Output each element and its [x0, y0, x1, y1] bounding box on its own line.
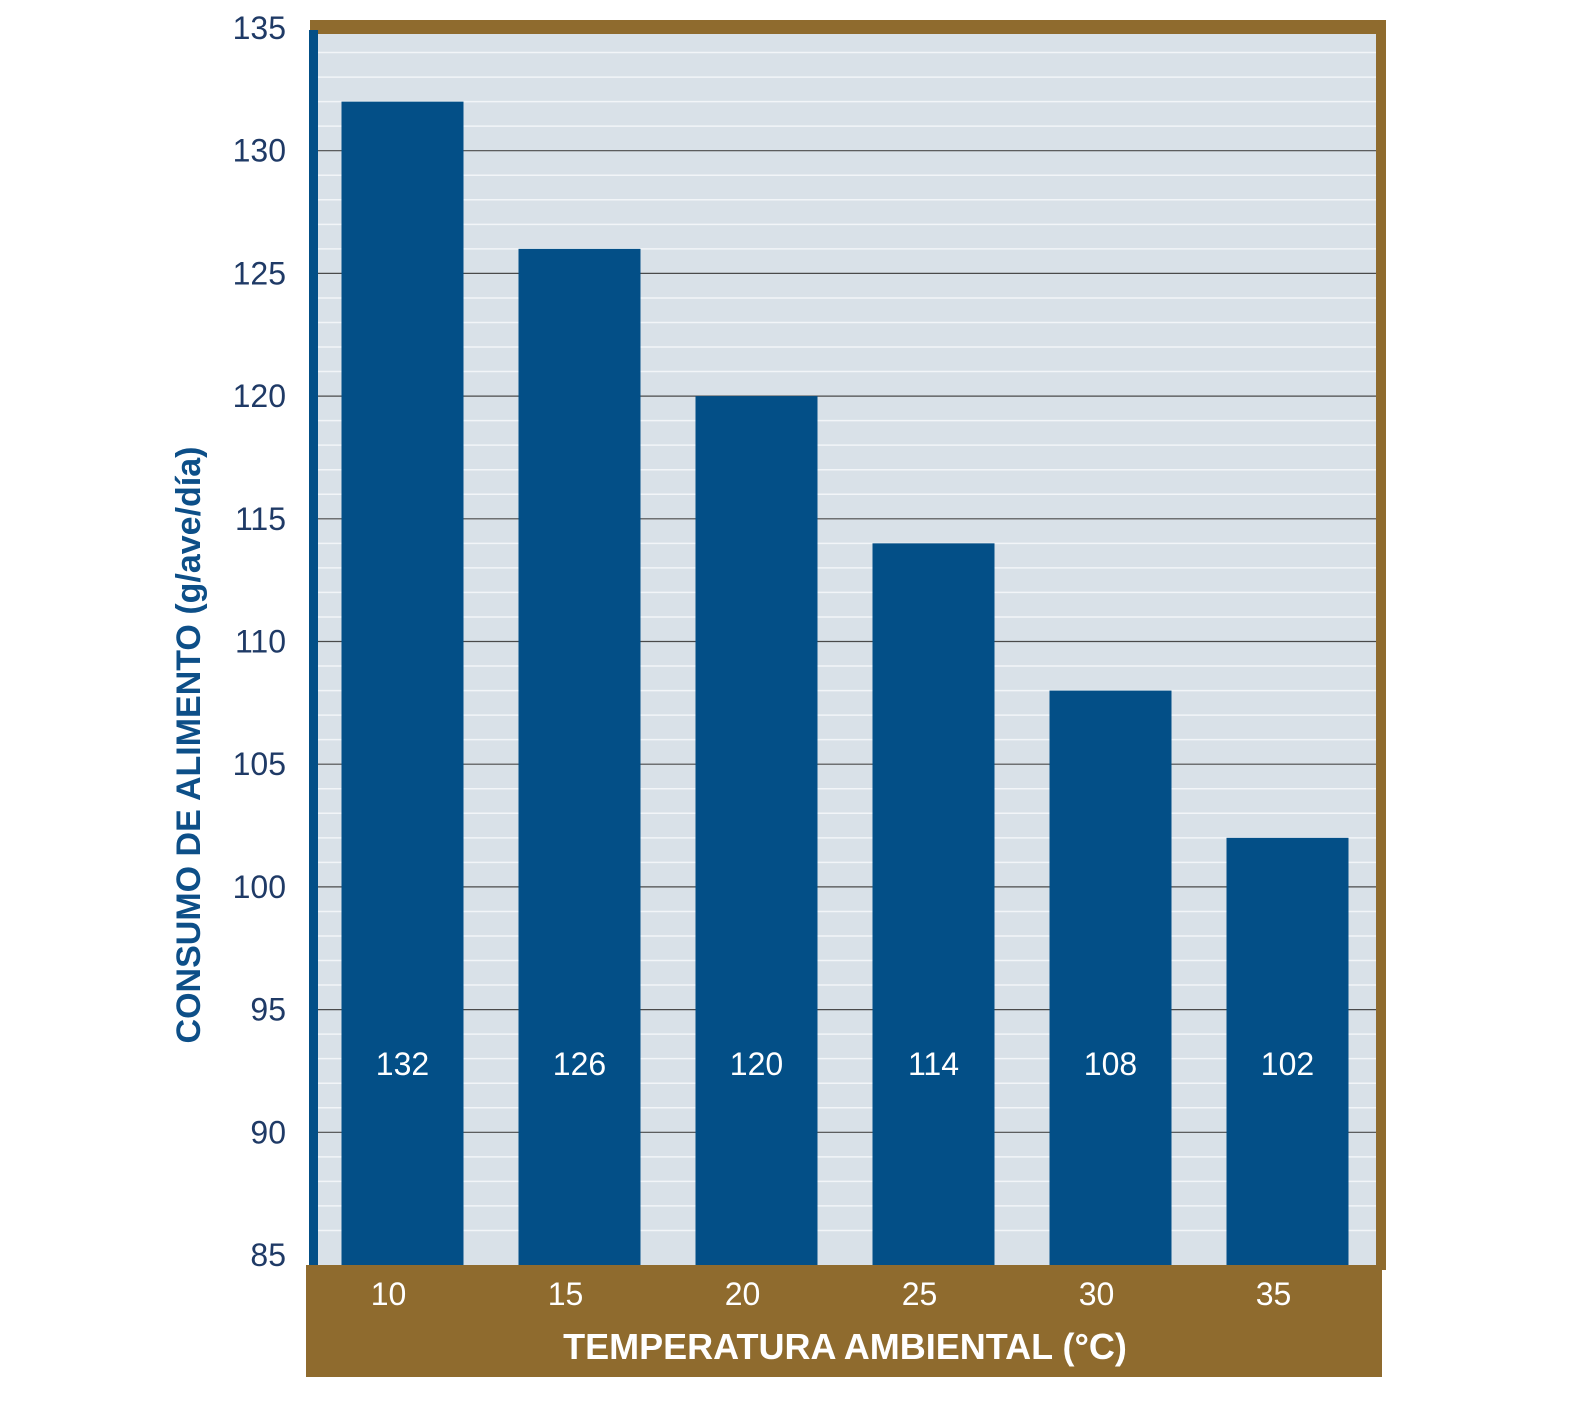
y-axis-tick-labels: 85 90 95 100 105 110 115 120 125 130 135 [233, 10, 286, 1273]
x-axis-tick-labels: 10 15 20 25 30 35 [371, 1276, 1292, 1312]
y-tick-label: 120 [233, 378, 286, 414]
x-tick-label: 10 [371, 1276, 407, 1312]
bar [341, 101, 464, 1266]
major-gridlines [314, 150, 1376, 1133]
plot-area [314, 28, 1378, 1268]
y-axis-line [309, 30, 318, 1268]
x-tick-label: 35 [1256, 1276, 1292, 1312]
bar-value-label: 108 [1084, 1046, 1137, 1082]
x-tick-label: 20 [725, 1276, 761, 1312]
y-tick-label: 115 [235, 501, 286, 537]
y-tick-label: 135 [233, 10, 286, 46]
y-tick-label: 105 [233, 746, 286, 782]
bar-value-label: 132 [376, 1046, 429, 1082]
y-tick-label: 85 [250, 1237, 286, 1273]
bar-value-label: 114 [908, 1046, 959, 1082]
bar-value-label: 120 [730, 1046, 783, 1082]
x-tick-label: 25 [902, 1276, 938, 1312]
bar-value-label: 126 [553, 1046, 606, 1082]
minor-gridlines [314, 51, 1376, 1232]
bar-value-labels: 132 126 120 114 108 102 [376, 1046, 1314, 1082]
x-tick-label: 30 [1079, 1276, 1115, 1312]
bar [1049, 690, 1172, 1265]
x-tick-label: 15 [548, 1276, 584, 1312]
x-axis-title: TEMPERATURA AMBIENTAL (°C) [563, 1326, 1127, 1367]
bar [872, 543, 995, 1265]
bar-value-label: 102 [1261, 1046, 1314, 1082]
bar [1226, 837, 1349, 1265]
bars [341, 101, 1349, 1266]
y-tick-label: 100 [233, 869, 286, 905]
y-tick-label: 95 [250, 992, 286, 1028]
frame-top-border [310, 20, 1386, 34]
frame-right-border [1376, 20, 1386, 1270]
bar [695, 396, 818, 1266]
y-tick-label: 110 [235, 624, 286, 660]
y-axis-title: CONSUMO DE ALIMENTO (g/ave/día) [170, 447, 208, 1044]
y-tick-label: 90 [250, 1114, 286, 1150]
x-axis-band [306, 1265, 1382, 1377]
y-tick-label: 125 [233, 255, 286, 291]
y-tick-label: 130 [233, 133, 286, 169]
bar [518, 248, 641, 1266]
